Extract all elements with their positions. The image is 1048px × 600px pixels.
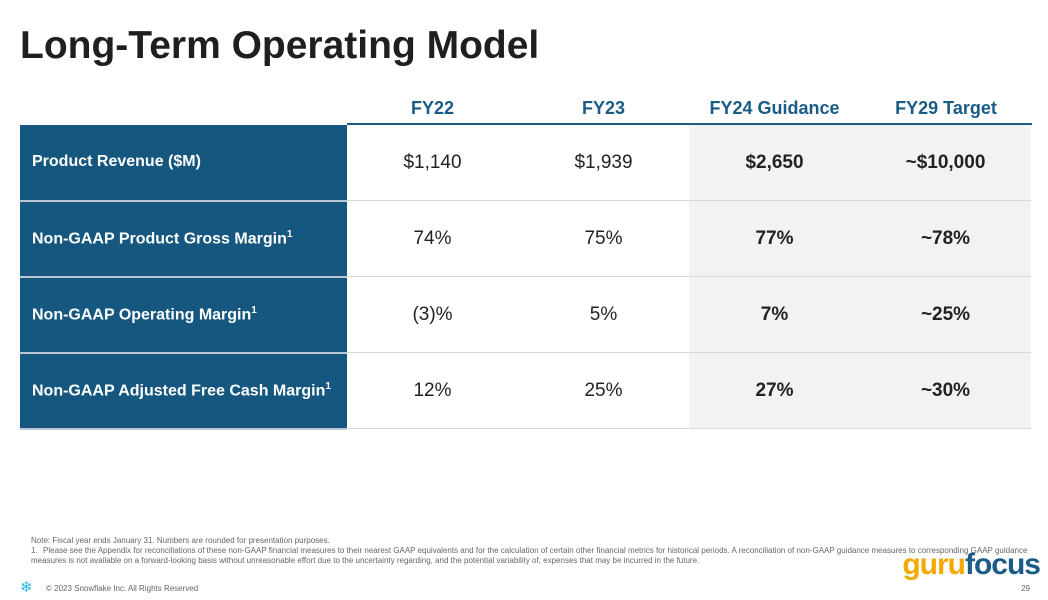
row-label-text: Non-GAAP Adjusted Free Cash Margin	[32, 382, 326, 400]
footnote-ref: 1	[325, 380, 331, 392]
row-label: Non-GAAP Operating Margin1	[20, 276, 347, 354]
header-divider	[347, 123, 1032, 125]
column-header-fy29: FY29 Target	[895, 98, 997, 118]
table-row: Non-GAAP Adjusted Free Cash Margin1 12% 25…	[20, 352, 1031, 430]
footnote-ref: 1	[286, 228, 293, 240]
row-label: Product Revenue ($M)	[20, 125, 347, 202]
table-cell: 74%	[347, 200, 518, 277]
row-label-text: Non-GAAP Product Gross Margin	[32, 230, 287, 248]
page-title: Long-Term Operating Model	[20, 24, 540, 67]
row-label-text: Product Revenue ($M)	[32, 153, 201, 171]
row-label-text: Non-GAAP Operating Margin	[32, 306, 252, 324]
column-header-fy24: FY24 Guidance	[709, 98, 840, 118]
footnote-text: Please see the Appendix for reconciliati…	[31, 546, 1028, 565]
table-cell: $1,140	[347, 125, 518, 201]
table-cell: (3)%	[347, 276, 518, 353]
row-label: Non-GAAP Adjusted Free Cash Margin1	[20, 352, 347, 430]
table-cell: $1,939	[518, 125, 689, 201]
watermark-part2: focus	[964, 548, 1041, 581]
footnote-number: 1.	[31, 546, 38, 555]
table-cell: ~30%	[860, 352, 1031, 429]
table-cell: 25%	[518, 352, 689, 429]
table-row: Product Revenue ($M) $1,140 $1,939 $2,650 ~$…	[20, 125, 1031, 202]
footnote-1: 1. Please see the Appendix for reconcilia…	[31, 546, 1041, 566]
table-cell: ~25%	[860, 276, 1031, 353]
snowflake-logo-icon: ❄	[20, 579, 33, 596]
page-number: 29	[1021, 584, 1030, 593]
row-label: Non-GAAP Product Gross Margin1	[20, 200, 347, 278]
table-cell: ~78%	[860, 200, 1031, 277]
table-cell: 5%	[518, 276, 689, 353]
table-cell: 7%	[689, 276, 860, 353]
table-cell: 77%	[689, 200, 860, 277]
operating-model-table: Product Revenue ($M) $1,140 $1,939 $2,650 ~$…	[20, 125, 1031, 430]
watermark-part1: guru	[902, 548, 966, 581]
table-row: Non-GAAP Operating Margin1 (3)% 5% 7% ~25%	[20, 276, 1031, 354]
table-row: Non-GAAP Product Gross Margin1 74% 75% 77% ~…	[20, 200, 1031, 278]
footnote-ref: 1	[251, 304, 257, 316]
table-cell: ~$10,000	[860, 125, 1031, 201]
column-header-fy23: FY23	[581, 98, 626, 118]
gurufocus-watermark: gurufocus	[902, 548, 1041, 582]
copyright: © 2023 Snowflake Inc. All Rights Reserve…	[46, 584, 199, 593]
table-cell: 12%	[347, 352, 518, 429]
table-cell: $2,650	[689, 125, 860, 201]
table-cell: 27%	[689, 352, 860, 429]
column-header-fy22: FY22	[410, 98, 455, 118]
footnote-note: Note: Fiscal year ends January 31. Numbe…	[31, 536, 330, 545]
table-cell: 75%	[518, 200, 689, 277]
